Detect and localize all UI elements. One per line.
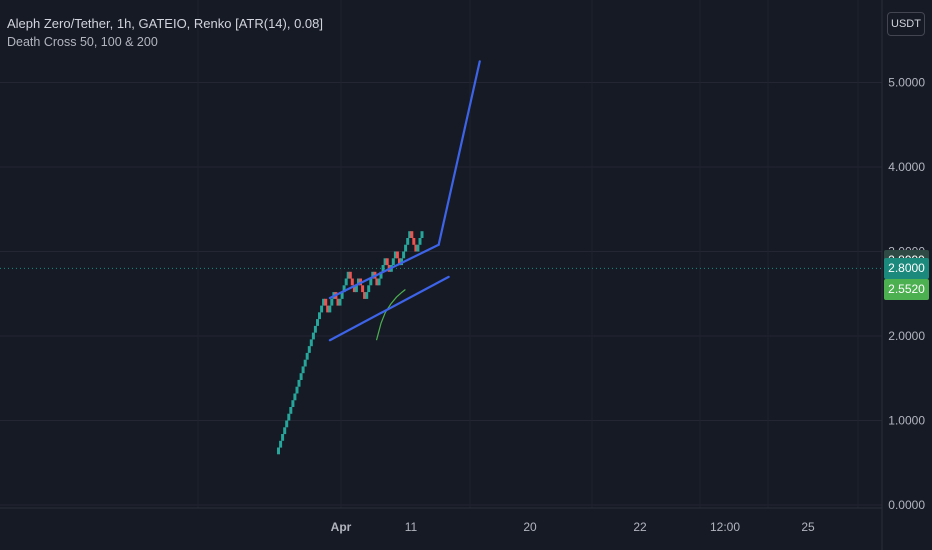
- renko-brick: [330, 298, 334, 306]
- renko-brick: [326, 305, 330, 313]
- renko-brick: [393, 251, 397, 259]
- renko-brick: [361, 285, 365, 293]
- moving-average-line: [375, 289, 406, 341]
- renko-brick: [344, 278, 348, 286]
- x-tick-label: 11: [405, 520, 418, 534]
- renko-brick: [322, 298, 326, 306]
- price-tag: 2.8000: [884, 257, 929, 279]
- renko-brick: [279, 440, 283, 448]
- renko-brick: [379, 271, 383, 279]
- renko-brick: [318, 312, 321, 320]
- x-tick-label: 25: [801, 520, 815, 534]
- renko-brick: [391, 258, 395, 266]
- renko-brick: [289, 407, 293, 414]
- x-tick-label: Apr: [331, 520, 352, 534]
- renko-brick: [316, 319, 319, 326]
- renko-brick: [352, 285, 356, 293]
- y-tick-label: 2.0000: [888, 329, 925, 343]
- renko-brick: [285, 420, 289, 428]
- renko-brick: [385, 258, 389, 266]
- renko-brick: [313, 325, 317, 333]
- renko-brick: [406, 238, 410, 245]
- renko-brick: [309, 339, 313, 347]
- renko-brick: [369, 278, 373, 286]
- symbol-title[interactable]: Aleph Zero/Tether, 1h, GATEIO, Renko [AT…: [7, 16, 323, 31]
- chart-legend: Aleph Zero/Tether, 1h, GATEIO, Renko [AT…: [7, 14, 323, 52]
- renko-brick: [418, 238, 422, 245]
- renko-brick: [383, 258, 387, 266]
- renko-brick: [307, 346, 311, 353]
- renko-brick: [416, 244, 420, 252]
- target-line-trendline: [437, 60, 481, 246]
- renko-brick: [365, 292, 369, 299]
- renko-brick: [371, 271, 375, 279]
- renko-brick: [377, 278, 381, 286]
- renko-brick: [336, 298, 340, 306]
- y-tick-label: 4.0000: [888, 160, 925, 174]
- renko-brick: [375, 278, 379, 286]
- y-tick-label: 5.0000: [888, 76, 925, 90]
- x-tick-label: 12:00: [710, 520, 740, 534]
- renko-brick: [293, 393, 297, 401]
- renko-brick: [357, 278, 360, 286]
- renko-brick: [348, 271, 352, 279]
- renko-brick: [354, 285, 358, 293]
- renko-brick: [311, 332, 315, 340]
- renko-brick: [404, 244, 408, 252]
- renko-brick: [414, 244, 418, 252]
- renko-brick: [291, 400, 295, 407]
- x-tick-label: 20: [523, 520, 537, 534]
- renko-brick: [281, 434, 285, 441]
- renko-brick: [305, 352, 309, 360]
- renko-brick: [402, 251, 406, 259]
- renko-brick: [408, 231, 412, 238]
- y-tick-label: 0.0000: [888, 498, 925, 512]
- renko-brick: [420, 231, 424, 238]
- x-tick-label: 22: [633, 520, 647, 534]
- renko-brick: [301, 366, 305, 374]
- renko-brick: [283, 427, 287, 435]
- renko-brick: [303, 359, 307, 367]
- renko-brick: [398, 258, 401, 266]
- renko-brick: [320, 305, 324, 313]
- renko-brick: [299, 373, 303, 380]
- renko-brick: [367, 285, 371, 293]
- renko-brick: [295, 386, 299, 394]
- renko-brick: [412, 238, 416, 245]
- renko-brick: [381, 265, 385, 272]
- renko-brick: [328, 305, 332, 313]
- currency-button[interactable]: USDT: [887, 12, 925, 36]
- renko-brick: [297, 379, 301, 387]
- renko-brick: [324, 298, 328, 306]
- indicator-label[interactable]: Death Cross 50, 100 & 200: [7, 35, 158, 49]
- renko-brick: [346, 271, 350, 279]
- renko-brick: [338, 298, 342, 306]
- renko-brick: [342, 285, 346, 293]
- renko-brick: [410, 231, 414, 238]
- channel-upper-trendline: [328, 243, 440, 300]
- renko-brick: [277, 447, 280, 455]
- y-tick-label: 1.0000: [888, 414, 925, 428]
- channel-lower-trendline: [328, 275, 450, 342]
- price-tag: 2.5520: [884, 278, 929, 300]
- renko-brick: [400, 258, 403, 266]
- renko-brick: [350, 278, 354, 286]
- renko-brick: [395, 251, 399, 259]
- renko-brick: [363, 292, 367, 299]
- renko-brick: [287, 413, 291, 421]
- renko-brick: [340, 292, 344, 299]
